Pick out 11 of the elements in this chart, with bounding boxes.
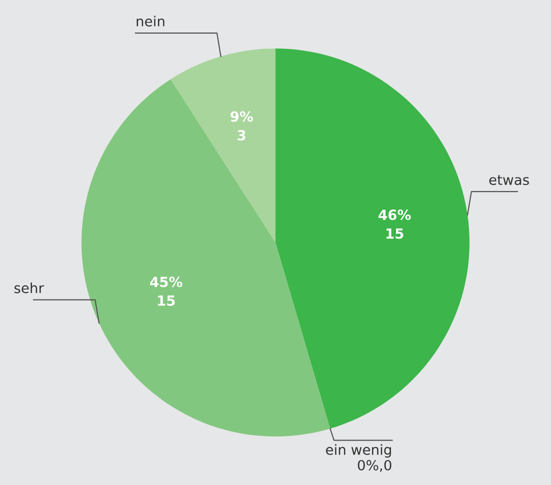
slice-label: sehr bbox=[14, 282, 44, 294]
slice-label: etwas bbox=[489, 175, 529, 186]
slice-label: nein bbox=[136, 16, 164, 27]
text: 0%,0 bbox=[358, 460, 392, 472]
pie-slice bbox=[170, 48, 276, 242]
data-label: 9% 3 bbox=[230, 111, 253, 140]
data-label: 45% 15 bbox=[150, 276, 182, 306]
legend-label: ein wenig bbox=[326, 444, 391, 458]
data-label: 46% 15 bbox=[378, 210, 411, 239]
pie-slice bbox=[82, 79, 330, 436]
pie-slice bbox=[276, 48, 470, 429]
